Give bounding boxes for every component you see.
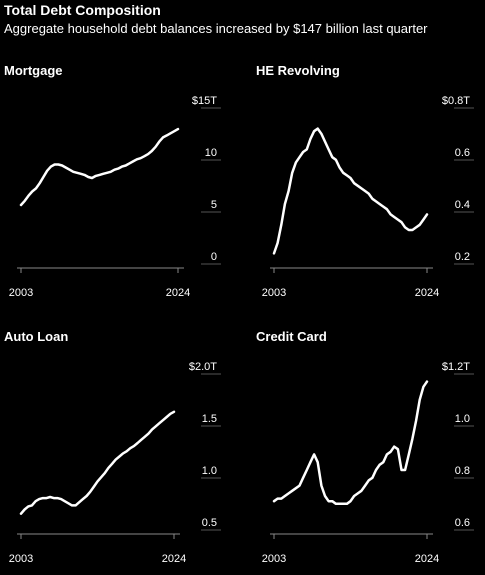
mortgage-x-tick-label: 2024 — [166, 287, 190, 299]
he-revolving-y-tick-label: 0.6 — [455, 147, 470, 159]
credit-card-y-tick-label: 0.8 — [455, 465, 470, 477]
credit-card-y-tick-label: 1.0 — [455, 413, 470, 425]
he-revolving-series-line — [272, 127, 429, 255]
auto-loan-x-tick-label: 2003 — [9, 553, 33, 565]
auto-loan-x-tick-label: 2024 — [162, 553, 186, 565]
he-revolving-y-tick-label: $0.8T — [442, 95, 470, 107]
mortgage-y-tick-label: 0 — [211, 251, 217, 263]
panel-title-he-revolving: HE Revolving — [256, 63, 340, 78]
mortgage-y-tick-label: 10 — [205, 147, 217, 159]
auto-loan-y-tick-label: 0.5 — [202, 517, 217, 529]
chart-title: Total Debt Composition — [4, 2, 161, 18]
panel-title-mortgage: Mortgage — [4, 63, 63, 78]
auto-loan-series-line — [19, 410, 176, 515]
panel-title-credit-card: Credit Card — [256, 329, 327, 344]
auto-loan-y-tick-label: 1.5 — [202, 413, 217, 425]
panel-title-auto-loan: Auto Loan — [4, 329, 69, 344]
he-revolving-y-tick-label: 0.2 — [455, 251, 470, 263]
mortgage-x-tick-label: 2003 — [9, 287, 33, 299]
he-revolving-x-tick-label: 2003 — [262, 287, 286, 299]
credit-card-series-line — [272, 380, 429, 506]
credit-card-x-tick-label: 2003 — [262, 553, 286, 565]
credit-card-y-tick-label: $1.2T — [442, 361, 470, 373]
chart-subtitle: Aggregate household debt balances increa… — [4, 21, 428, 36]
he-revolving-x-tick-label: 2024 — [415, 287, 439, 299]
mortgage-y-tick-label: $15T — [192, 95, 217, 107]
credit-card-x-tick-label: 2024 — [415, 553, 439, 565]
auto-loan-y-tick-label: $2.0T — [189, 361, 217, 373]
auto-loan-y-tick-label: 1.0 — [202, 465, 217, 477]
he-revolving-y-tick-label: 0.4 — [455, 199, 470, 211]
mortgage-y-tick-label: 5 — [211, 199, 217, 211]
credit-card-y-tick-label: 0.6 — [455, 517, 470, 529]
mortgage-series-line — [19, 127, 180, 207]
